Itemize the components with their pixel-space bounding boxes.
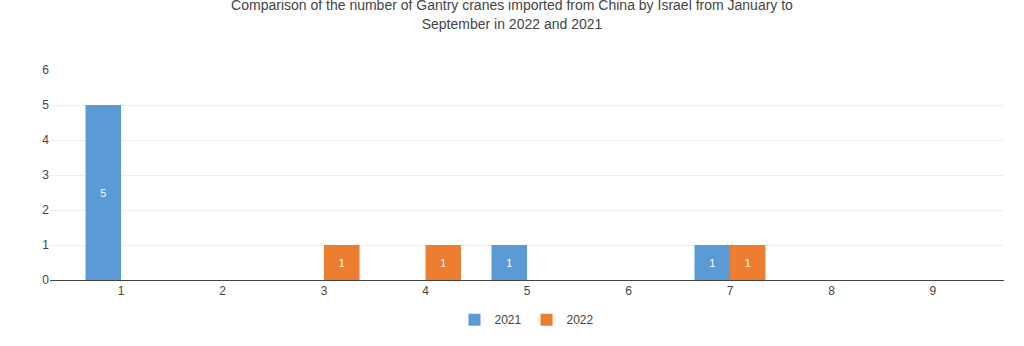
svg-text:8: 8 <box>828 284 835 298</box>
svg-text:4: 4 <box>422 284 429 298</box>
svg-text:1: 1 <box>440 257 446 269</box>
svg-text:1: 1 <box>118 284 125 298</box>
svg-text:5: 5 <box>100 187 106 199</box>
svg-text:2022: 2022 <box>567 313 594 327</box>
svg-text:Comparison of the number of Ga: Comparison of the number of Gantry crane… <box>231 0 793 32</box>
svg-text:4: 4 <box>42 133 49 147</box>
svg-text:6: 6 <box>42 63 49 77</box>
svg-text:3: 3 <box>321 284 328 298</box>
svg-text:2: 2 <box>219 284 226 298</box>
svg-text:9: 9 <box>930 284 937 298</box>
svg-text:1: 1 <box>42 238 49 252</box>
svg-text:5: 5 <box>42 98 49 112</box>
svg-text:1: 1 <box>339 257 345 269</box>
svg-text:6: 6 <box>625 284 632 298</box>
svg-text:1: 1 <box>506 257 512 269</box>
svg-text:7: 7 <box>727 284 734 298</box>
svg-text:2021: 2021 <box>495 313 522 327</box>
svg-text:1: 1 <box>745 257 751 269</box>
svg-text:3: 3 <box>42 168 49 182</box>
svg-text:2: 2 <box>42 203 49 217</box>
svg-text:1: 1 <box>709 257 715 269</box>
svg-text:0: 0 <box>42 273 49 287</box>
svg-text:5: 5 <box>524 284 531 298</box>
